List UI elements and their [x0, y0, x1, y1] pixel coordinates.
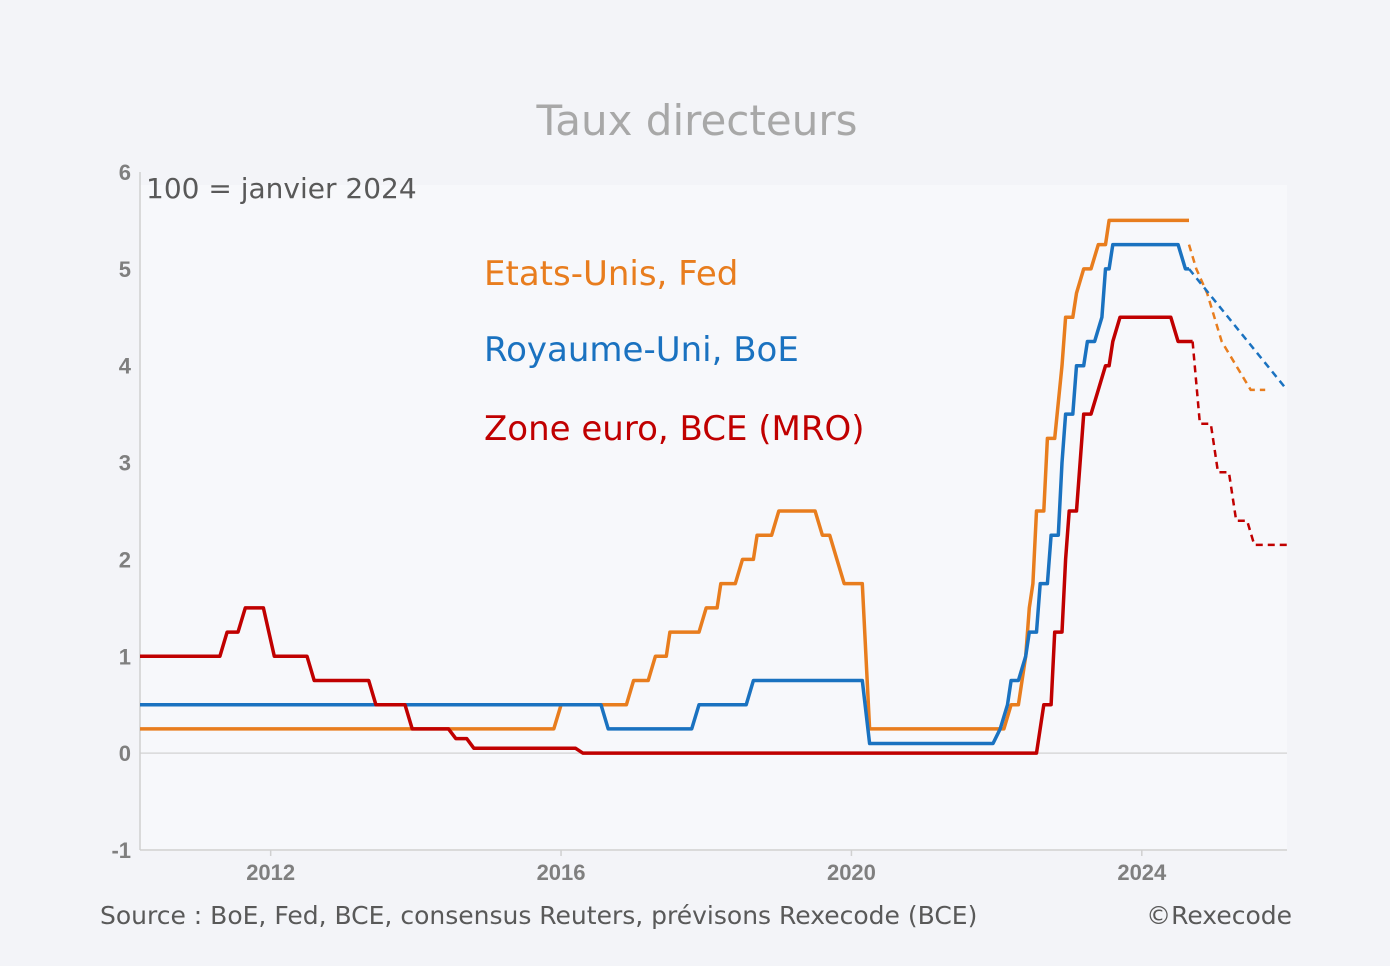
x-tick-label: 2020: [827, 860, 876, 885]
series-forecast-bce: [1191, 341, 1287, 547]
x-tick-label: 2016: [537, 860, 586, 885]
axes: [139, 172, 1287, 851]
series-line-boe: [140, 242, 1189, 746]
y-tick-label: 3: [119, 451, 131, 476]
y-axis-ticks: -1 0 1 2 3 4 5 6: [111, 160, 131, 863]
x-tick-label: 2024: [1117, 860, 1167, 885]
legend-label-boe: Royaume-Uni, BoE: [484, 330, 799, 370]
plot-area: [140, 185, 1287, 851]
y-tick-label: 0: [119, 741, 131, 766]
series-line-fed: [140, 218, 1189, 731]
legend-label-bce: Zone euro, BCE (MRO): [484, 409, 865, 449]
chart-title: Taux directeurs: [536, 96, 858, 145]
legend: Etats-Unis, Fed Royaume-Uni, BoE Zone eu…: [484, 254, 865, 449]
copyright: ©Rexecode: [1146, 901, 1292, 930]
y-tick-label: -1: [111, 838, 131, 863]
series-forecast-fed: [1187, 244, 1266, 392]
x-tick-label: 2012: [246, 860, 295, 885]
x-axis-ticks: 2012 2016 2020 2024: [246, 850, 1167, 885]
y-tick-label: 2: [119, 547, 131, 572]
y-tick-label: 1: [119, 644, 131, 669]
series-forecast-boe: [1188, 268, 1288, 391]
legend-label-fed: Etats-Unis, Fed: [484, 254, 738, 294]
series-lines: [140, 218, 1288, 755]
y-tick-label: 5: [119, 257, 131, 282]
y-tick-label: 6: [119, 160, 131, 185]
chart-note: 100 = janvier 2024: [146, 172, 417, 205]
y-tick-label: 4: [119, 354, 132, 379]
source-note: Source : BoE, Fed, BCE, consensus Reuter…: [100, 901, 977, 930]
series-line-bce: [140, 315, 1193, 755]
